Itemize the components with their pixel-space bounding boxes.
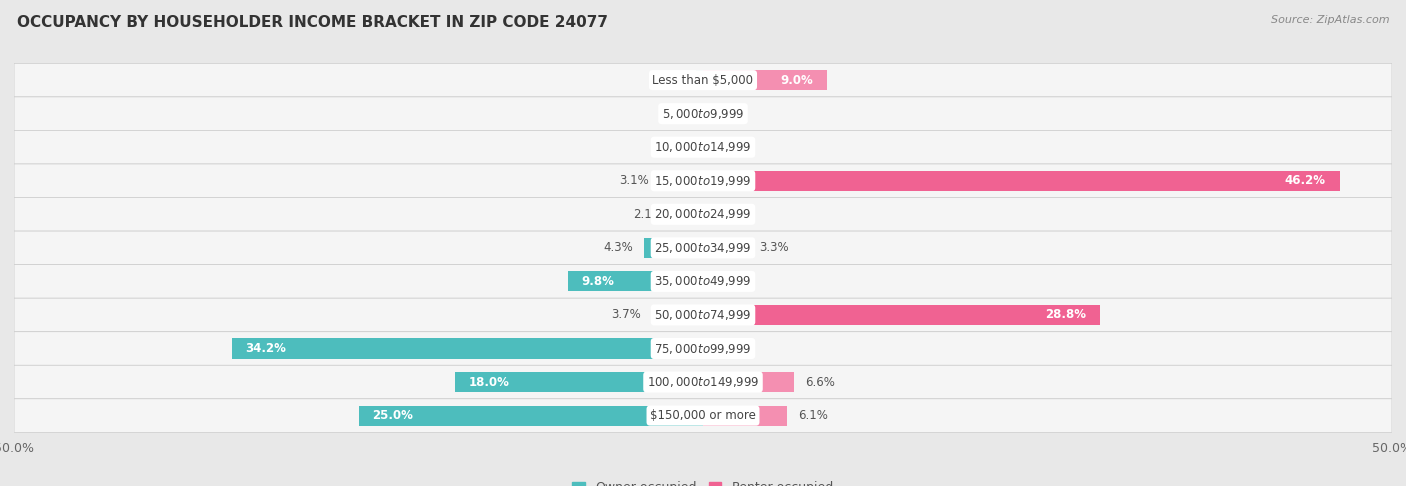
Bar <box>644 238 703 258</box>
Text: $5,000 to $9,999: $5,000 to $9,999 <box>662 106 744 121</box>
Text: $25,000 to $34,999: $25,000 to $34,999 <box>654 241 752 255</box>
FancyBboxPatch shape <box>14 298 1392 332</box>
Text: 0.0%: 0.0% <box>714 275 744 288</box>
Text: Less than $5,000: Less than $5,000 <box>652 73 754 87</box>
Bar <box>703 238 748 258</box>
Bar <box>703 271 710 292</box>
Text: 2.1%: 2.1% <box>633 208 664 221</box>
FancyBboxPatch shape <box>14 231 1392 265</box>
Text: 18.0%: 18.0% <box>468 376 509 388</box>
Bar <box>703 171 1340 191</box>
Legend: Owner-occupied, Renter-occupied: Owner-occupied, Renter-occupied <box>568 476 838 486</box>
Text: 0.0%: 0.0% <box>714 208 744 221</box>
Text: 46.2%: 46.2% <box>1285 174 1326 187</box>
Text: 3.7%: 3.7% <box>612 309 641 321</box>
Bar <box>359 405 703 426</box>
Text: $10,000 to $14,999: $10,000 to $14,999 <box>654 140 752 154</box>
Bar <box>703 338 710 359</box>
Text: 34.2%: 34.2% <box>246 342 287 355</box>
Bar <box>661 171 703 191</box>
Text: Source: ZipAtlas.com: Source: ZipAtlas.com <box>1271 15 1389 25</box>
Text: 25.0%: 25.0% <box>373 409 413 422</box>
Text: 0.0%: 0.0% <box>662 141 692 154</box>
Bar <box>703 137 710 157</box>
Text: 9.8%: 9.8% <box>582 275 614 288</box>
Text: $75,000 to $99,999: $75,000 to $99,999 <box>654 342 752 355</box>
Bar <box>703 305 1099 325</box>
Bar <box>703 70 827 90</box>
Bar <box>696 137 703 157</box>
FancyBboxPatch shape <box>14 197 1392 231</box>
FancyBboxPatch shape <box>14 164 1392 197</box>
Text: 28.8%: 28.8% <box>1045 309 1085 321</box>
Text: $150,000 or more: $150,000 or more <box>650 409 756 422</box>
Bar <box>696 104 703 124</box>
Text: 6.1%: 6.1% <box>799 409 828 422</box>
Text: $100,000 to $149,999: $100,000 to $149,999 <box>647 375 759 389</box>
Text: 0.0%: 0.0% <box>714 141 744 154</box>
FancyBboxPatch shape <box>14 332 1392 365</box>
Text: 3.1%: 3.1% <box>620 174 650 187</box>
Bar <box>568 271 703 292</box>
Text: $50,000 to $74,999: $50,000 to $74,999 <box>654 308 752 322</box>
Text: 0.0%: 0.0% <box>662 73 692 87</box>
Bar <box>703 204 710 225</box>
Bar <box>703 405 787 426</box>
Text: $20,000 to $24,999: $20,000 to $24,999 <box>654 208 752 221</box>
Text: 4.3%: 4.3% <box>603 242 633 254</box>
Text: 0.0%: 0.0% <box>714 342 744 355</box>
Text: $15,000 to $19,999: $15,000 to $19,999 <box>654 174 752 188</box>
FancyBboxPatch shape <box>14 399 1392 433</box>
Text: OCCUPANCY BY HOUSEHOLDER INCOME BRACKET IN ZIP CODE 24077: OCCUPANCY BY HOUSEHOLDER INCOME BRACKET … <box>17 15 607 30</box>
Text: 9.0%: 9.0% <box>780 73 813 87</box>
Text: 3.3%: 3.3% <box>759 242 789 254</box>
Bar <box>696 70 703 90</box>
FancyBboxPatch shape <box>14 97 1392 130</box>
Text: 6.6%: 6.6% <box>806 376 835 388</box>
Bar <box>456 372 703 392</box>
Text: $35,000 to $49,999: $35,000 to $49,999 <box>654 275 752 288</box>
FancyBboxPatch shape <box>14 265 1392 298</box>
Bar <box>703 372 794 392</box>
Text: 0.0%: 0.0% <box>714 107 744 120</box>
Bar <box>652 305 703 325</box>
Bar <box>673 204 703 225</box>
Bar <box>703 104 710 124</box>
FancyBboxPatch shape <box>14 63 1392 97</box>
FancyBboxPatch shape <box>14 130 1392 164</box>
Text: 0.0%: 0.0% <box>662 107 692 120</box>
Bar <box>232 338 703 359</box>
FancyBboxPatch shape <box>14 365 1392 399</box>
